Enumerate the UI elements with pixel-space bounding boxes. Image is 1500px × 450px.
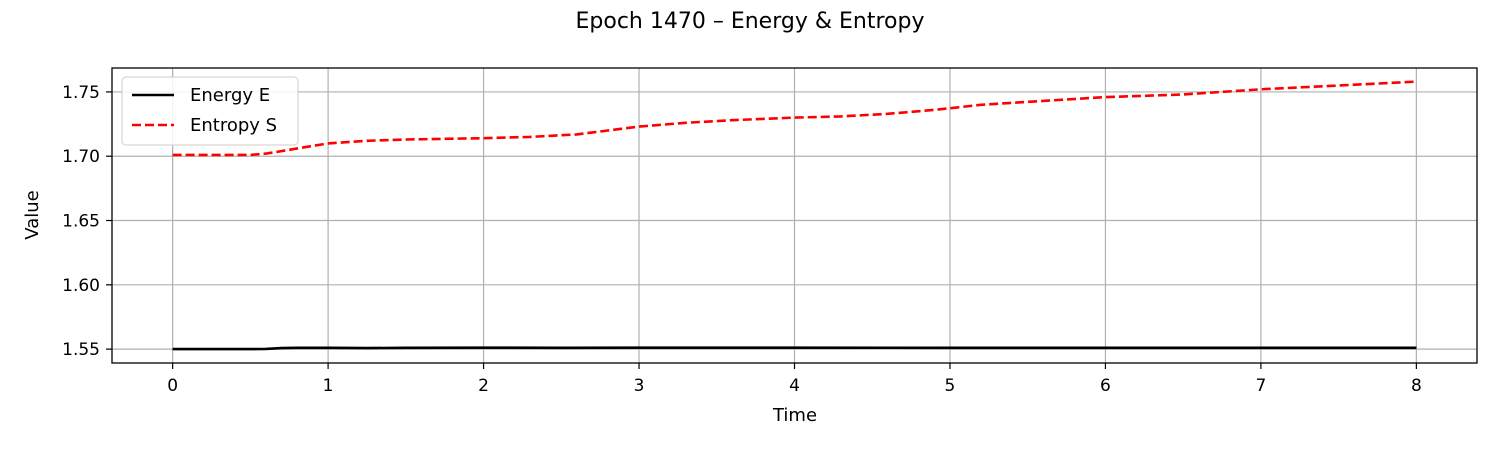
grid	[112, 68, 1477, 363]
x-tick-label: 5	[945, 376, 956, 396]
x-tick-label: 1	[323, 376, 334, 396]
x-tick-label: 2	[478, 376, 489, 396]
legend: Energy E Entropy S	[121, 76, 299, 146]
y-tick-label: 1.70	[62, 147, 100, 167]
x-tick-label: 3	[634, 376, 645, 396]
y-tick-label: 1.55	[62, 340, 100, 360]
legend-label-entropy: Entropy S	[190, 115, 277, 136]
energy-line	[172, 346, 1417, 351]
ticks: 0 1 2 3 4 5 6 7 8 1.55 1.60 1.65 1.70 1.75	[62, 83, 1422, 396]
x-tick-label: 0	[167, 376, 178, 396]
x-tick-label: 7	[1255, 376, 1266, 396]
legend-label-energy: Energy E	[190, 85, 270, 106]
entropy-line	[172, 80, 1417, 157]
y-axis-label: Value	[22, 190, 43, 239]
x-axis-label: Time	[772, 405, 817, 426]
y-tick-label: 1.60	[62, 276, 100, 296]
chart-title: Epoch 1470 – Energy & Entropy	[576, 9, 925, 34]
x-tick-label: 4	[789, 376, 800, 396]
y-tick-label: 1.65	[62, 212, 100, 232]
x-tick-label: 8	[1411, 376, 1422, 396]
series-layer	[172, 80, 1417, 351]
y-tick-label: 1.75	[62, 83, 100, 103]
x-tick-label: 6	[1100, 376, 1111, 396]
